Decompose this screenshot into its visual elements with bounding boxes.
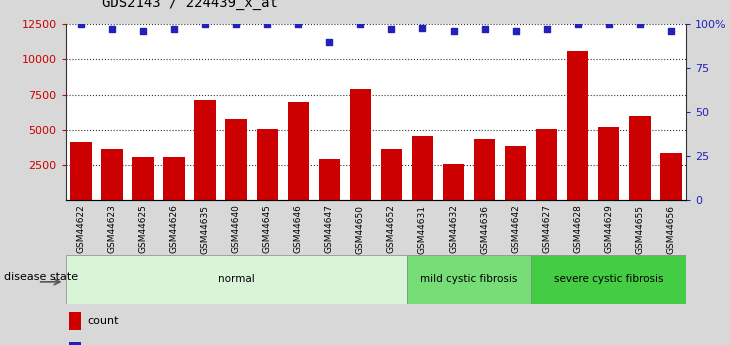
Point [107, 27, 118, 32]
Bar [69, 312, 81, 330]
Text: GSM44650: GSM44650 [356, 205, 365, 254]
Bar [194, 100, 216, 200]
Bar [660, 153, 682, 200]
Bar [531, 255, 686, 304]
Text: GSM44632: GSM44632 [449, 205, 458, 253]
Bar [256, 129, 278, 200]
Text: disease state: disease state [4, 272, 78, 282]
Bar [318, 159, 340, 200]
Point [572, 21, 583, 27]
Bar [350, 89, 372, 200]
Bar [101, 149, 123, 200]
Bar [132, 157, 154, 200]
Bar [536, 129, 558, 200]
Text: GSM44646: GSM44646 [294, 205, 303, 253]
Bar [474, 139, 496, 200]
Bar [566, 51, 588, 200]
Text: GSM44647: GSM44647 [325, 205, 334, 253]
Text: GSM44623: GSM44623 [108, 205, 117, 253]
Text: GSM44652: GSM44652 [387, 205, 396, 253]
Text: normal: normal [218, 275, 255, 284]
Text: GSM44628: GSM44628 [573, 205, 582, 253]
Point [199, 21, 211, 27]
Point [231, 21, 242, 27]
Text: GSM44631: GSM44631 [418, 205, 427, 254]
Point [261, 21, 273, 27]
Point [417, 25, 429, 30]
Bar [380, 149, 402, 200]
Text: GSM44636: GSM44636 [480, 205, 489, 254]
Text: GSM44655: GSM44655 [635, 205, 644, 254]
Bar [69, 342, 81, 345]
Text: GSM44635: GSM44635 [201, 205, 210, 254]
Text: GSM44622: GSM44622 [77, 205, 85, 253]
Bar [412, 136, 434, 200]
Point [169, 27, 180, 32]
Bar [164, 157, 185, 200]
Text: GSM44645: GSM44645 [263, 205, 272, 253]
Bar [66, 255, 407, 304]
Text: GSM44627: GSM44627 [542, 205, 551, 253]
Bar [288, 101, 310, 200]
Point [137, 28, 149, 34]
Bar [70, 142, 92, 200]
Text: GSM44642: GSM44642 [511, 205, 520, 253]
Point [541, 27, 553, 32]
Bar [504, 146, 526, 200]
Text: GSM44629: GSM44629 [604, 205, 613, 253]
Text: count: count [88, 316, 119, 326]
Point [479, 27, 491, 32]
Text: mild cystic fibrosis: mild cystic fibrosis [420, 275, 518, 284]
Bar [226, 119, 247, 200]
Point [323, 39, 335, 45]
Point [603, 21, 615, 27]
Text: GSM44625: GSM44625 [139, 205, 147, 253]
Point [447, 28, 459, 34]
Text: GDS2143 / 224439_x_at: GDS2143 / 224439_x_at [102, 0, 278, 10]
Text: GSM44640: GSM44640 [232, 205, 241, 253]
Point [634, 21, 645, 27]
Point [510, 28, 521, 34]
Text: severe cystic fibrosis: severe cystic fibrosis [554, 275, 664, 284]
Bar [629, 116, 650, 200]
Bar [407, 255, 531, 304]
Text: GSM44656: GSM44656 [666, 205, 675, 254]
Point [293, 21, 304, 27]
Bar [442, 164, 464, 200]
Point [665, 28, 677, 34]
Point [75, 21, 87, 27]
Point [385, 27, 397, 32]
Bar [598, 127, 620, 200]
Text: GSM44626: GSM44626 [170, 205, 179, 253]
Point [355, 21, 366, 27]
